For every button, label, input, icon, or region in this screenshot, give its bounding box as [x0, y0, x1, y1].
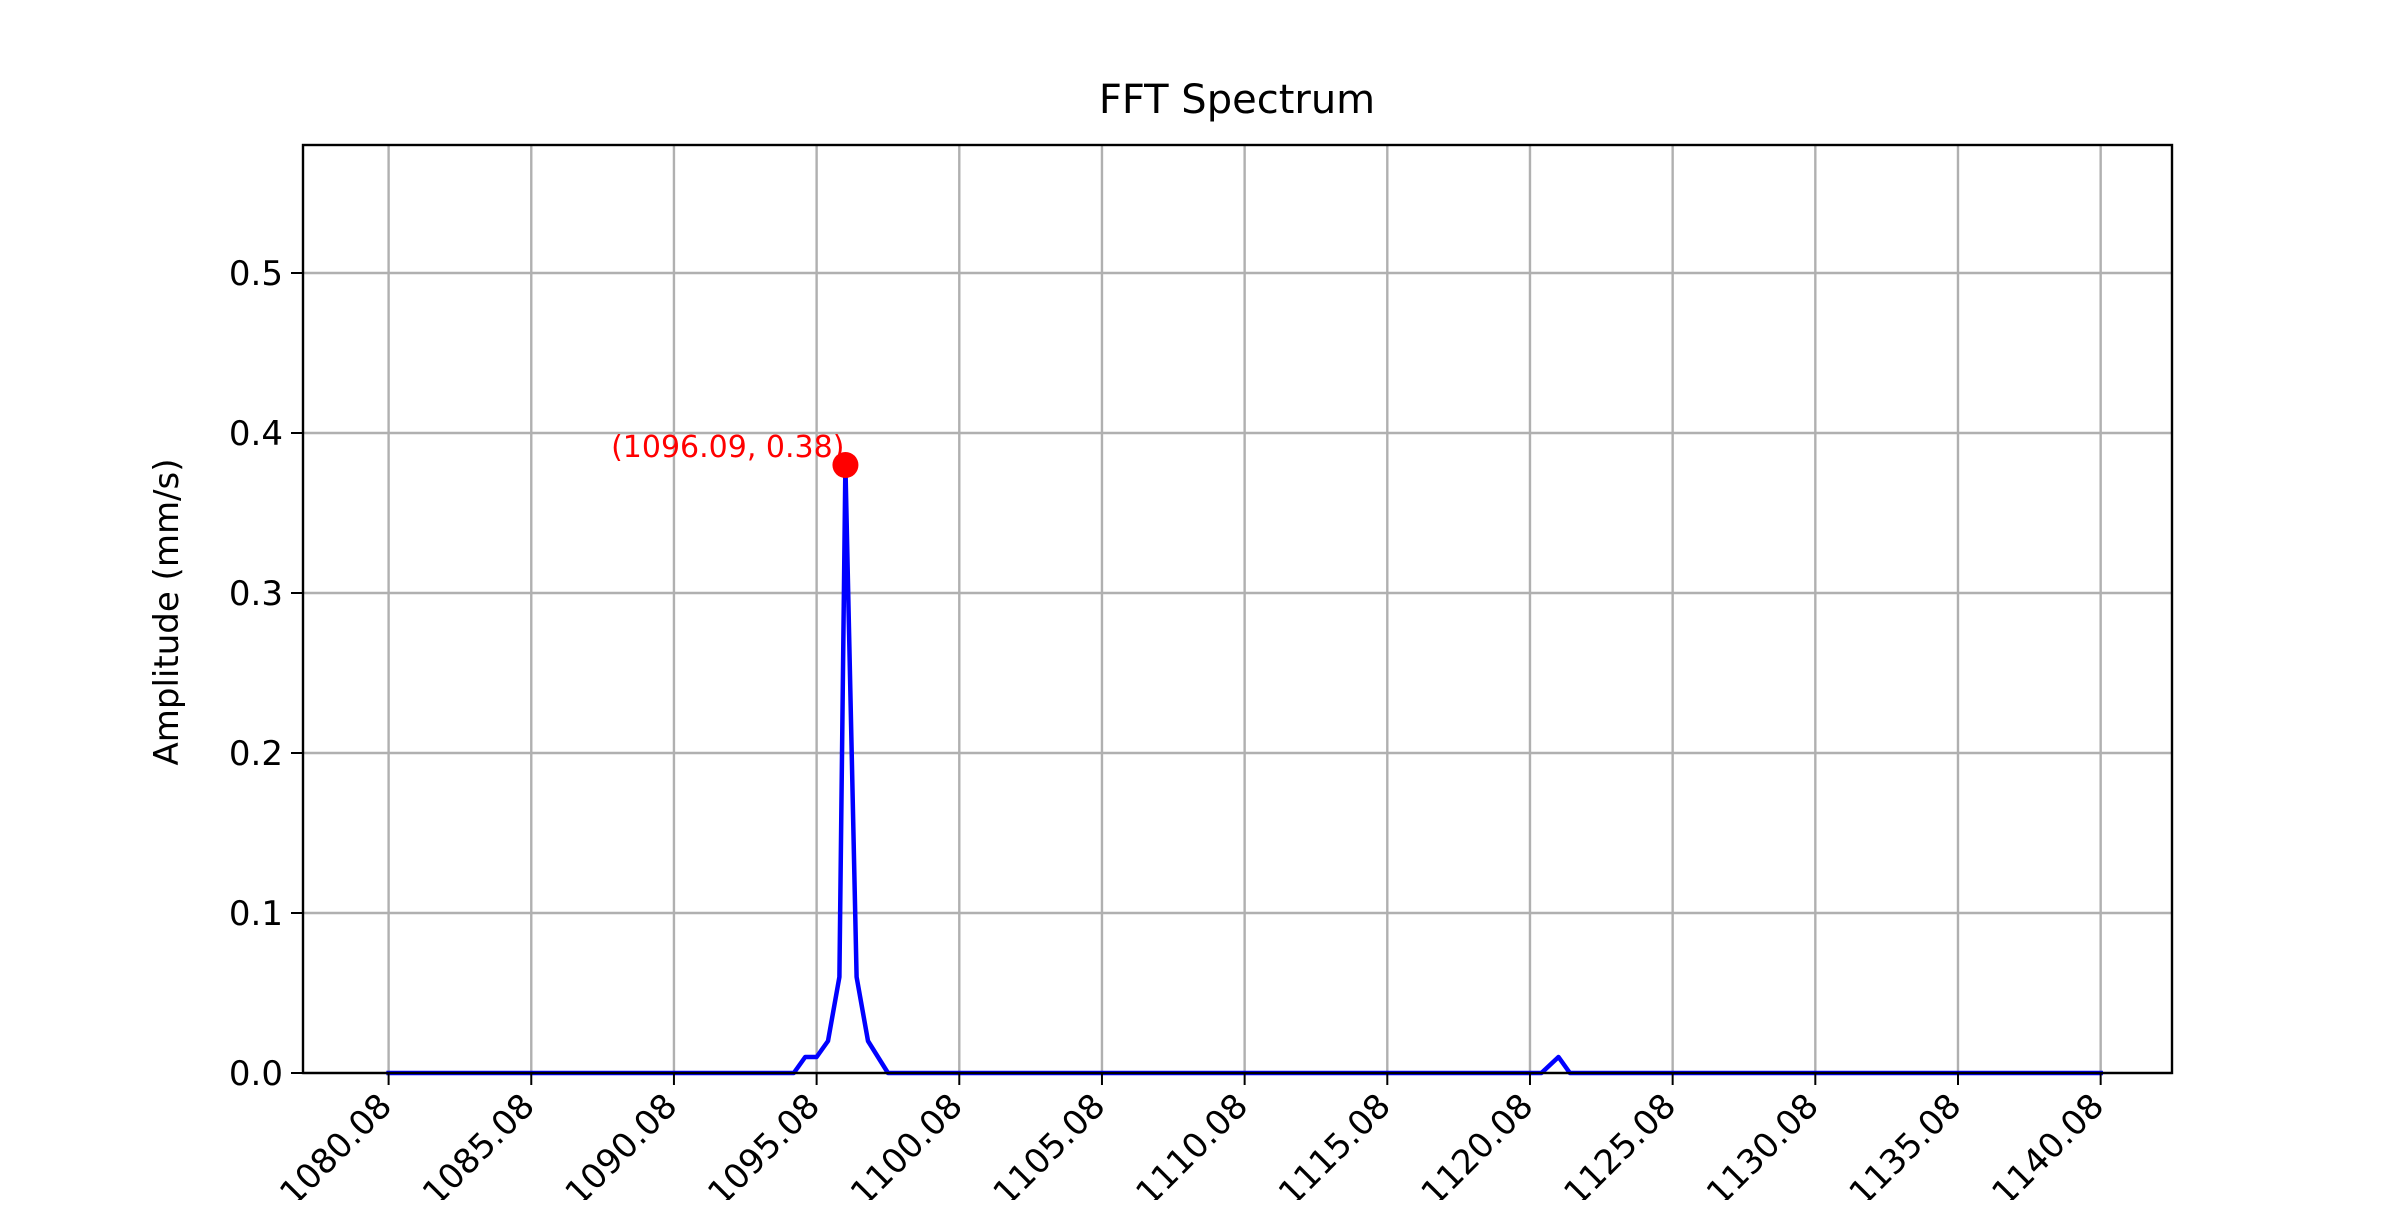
y-tick-label: 0.5 [229, 254, 283, 294]
y-axis-label: Amplitude (mm/s) [147, 459, 187, 766]
y-tick-label: 0.3 [229, 574, 283, 614]
y-tick-label: 0.4 [229, 414, 283, 454]
spectrum-line [386, 462, 2103, 1076]
y-tick-label: 0.0 [229, 1054, 283, 1094]
series-layer: (1096.09, 0.38) [386, 430, 2103, 1076]
peak-label: (1096.09, 0.38) [611, 430, 844, 465]
plot-frame-layer [301, 143, 2174, 1075]
chart-title: FFT Spectrum [1099, 77, 1375, 123]
plot-frame [301, 143, 2174, 1075]
peak-marker [832, 452, 859, 478]
y-tick-label: 0.1 [229, 894, 283, 934]
y-tick-label: 0.2 [229, 734, 283, 774]
